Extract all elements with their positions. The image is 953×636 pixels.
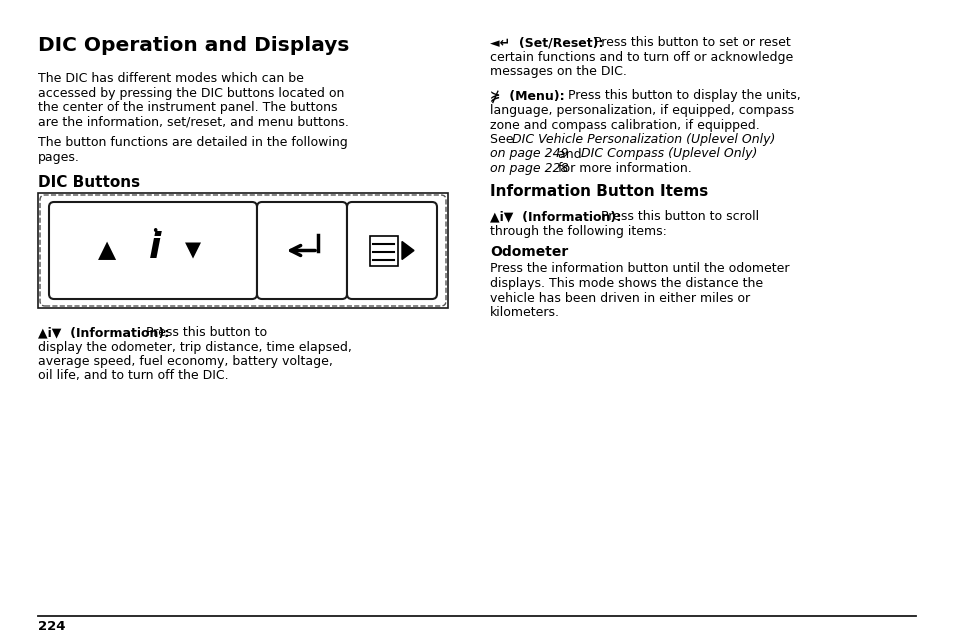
Text: ▼: ▼ [185, 240, 201, 261]
Text: DIC Buttons: DIC Buttons [38, 175, 140, 190]
Text: Press this button to set or reset: Press this button to set or reset [589, 36, 790, 49]
Text: ⋡  (Menu):: ⋡ (Menu): [490, 90, 564, 103]
Text: vehicle has been driven in either miles or: vehicle has been driven in either miles … [490, 291, 749, 305]
Text: kilometers.: kilometers. [490, 306, 559, 319]
Text: Information Button Items: Information Button Items [490, 184, 707, 199]
Text: See: See [490, 133, 517, 146]
Text: pages.: pages. [38, 151, 80, 163]
Text: ▲i▼  (Information):: ▲i▼ (Information): [490, 210, 620, 223]
Text: through the following items:: through the following items: [490, 225, 666, 237]
Text: Odometer: Odometer [490, 244, 568, 258]
Text: ▲i▼  (Information):: ▲i▼ (Information): [38, 326, 169, 339]
FancyBboxPatch shape [347, 202, 436, 299]
Text: ◄↵  (Set/Reset):: ◄↵ (Set/Reset): [490, 36, 603, 49]
Text: Press this button to display the units,: Press this button to display the units, [563, 90, 800, 102]
Text: and: and [554, 148, 585, 160]
Polygon shape [401, 242, 414, 259]
Text: on page 228: on page 228 [490, 162, 568, 175]
Text: DIC Compass (Uplevel Only): DIC Compass (Uplevel Only) [580, 148, 757, 160]
Text: Press the information button until the odometer: Press the information button until the o… [490, 263, 789, 275]
Text: •: • [152, 225, 158, 238]
Text: Press this button to scroll: Press this button to scroll [597, 210, 759, 223]
Text: average speed, fuel economy, battery voltage,: average speed, fuel economy, battery vol… [38, 355, 333, 368]
FancyBboxPatch shape [40, 195, 446, 306]
Text: display the odometer, trip distance, time elapsed,: display the odometer, trip distance, tim… [38, 340, 352, 354]
Text: for more information.: for more information. [554, 162, 691, 175]
Text: DIC Operation and Displays: DIC Operation and Displays [38, 36, 349, 55]
Text: displays. This mode shows the distance the: displays. This mode shows the distance t… [490, 277, 762, 290]
Text: the center of the instrument panel. The buttons: the center of the instrument panel. The … [38, 101, 337, 114]
Bar [38, 193, 448, 308]
FancyBboxPatch shape [49, 202, 256, 299]
Text: The DIC has different modes which can be: The DIC has different modes which can be [38, 72, 304, 85]
Text: certain functions and to turn off or acknowledge: certain functions and to turn off or ack… [490, 50, 792, 64]
Text: zone and compass calibration, if equipped.: zone and compass calibration, if equippe… [490, 118, 759, 132]
Text: messages on the DIC.: messages on the DIC. [490, 65, 626, 78]
Text: Press this button to: Press this button to [142, 326, 267, 339]
Text: The button functions are detailed in the following: The button functions are detailed in the… [38, 136, 348, 149]
Text: language, personalization, if equipped, compass: language, personalization, if equipped, … [490, 104, 793, 117]
FancyBboxPatch shape [256, 202, 347, 299]
Text: oil life, and to turn off the DIC.: oil life, and to turn off the DIC. [38, 370, 229, 382]
Text: are the information, set/reset, and menu buttons.: are the information, set/reset, and menu… [38, 116, 349, 128]
Text: DIC Vehicle Personalization (Uplevel Only): DIC Vehicle Personalization (Uplevel Onl… [512, 133, 775, 146]
Text: i: i [149, 232, 161, 265]
Text: 224: 224 [38, 620, 66, 633]
Text: ▲: ▲ [98, 238, 116, 263]
Text: accessed by pressing the DIC buttons located on: accessed by pressing the DIC buttons loc… [38, 86, 344, 99]
Text: on page 249: on page 249 [490, 148, 568, 160]
Bar [370, 235, 397, 265]
